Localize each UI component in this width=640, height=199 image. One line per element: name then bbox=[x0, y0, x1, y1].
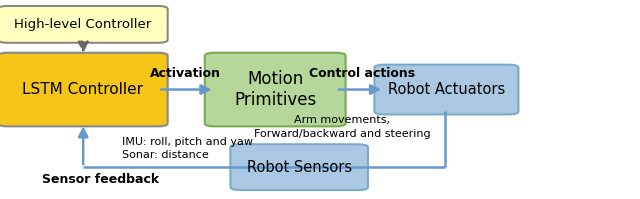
FancyBboxPatch shape bbox=[205, 53, 346, 126]
Text: High-level Controller: High-level Controller bbox=[14, 18, 152, 31]
Text: Control actions: Control actions bbox=[308, 67, 415, 80]
Text: LSTM Controller: LSTM Controller bbox=[22, 82, 143, 97]
Text: Robot Actuators: Robot Actuators bbox=[388, 82, 505, 97]
Text: Forward/backward and steering: Forward/backward and steering bbox=[254, 129, 431, 139]
Text: Activation: Activation bbox=[150, 67, 221, 80]
Text: Sensor feedback: Sensor feedback bbox=[42, 173, 159, 186]
FancyBboxPatch shape bbox=[0, 53, 168, 126]
FancyBboxPatch shape bbox=[0, 6, 168, 43]
Text: Motion
Primitives: Motion Primitives bbox=[234, 70, 316, 109]
Text: Robot Sensors: Robot Sensors bbox=[246, 160, 352, 175]
FancyBboxPatch shape bbox=[230, 144, 368, 190]
Text: Arm movements,: Arm movements, bbox=[294, 115, 390, 125]
FancyBboxPatch shape bbox=[374, 65, 518, 114]
Text: IMU: roll, pitch and yaw: IMU: roll, pitch and yaw bbox=[122, 137, 253, 147]
Text: Sonar: distance: Sonar: distance bbox=[122, 150, 209, 160]
